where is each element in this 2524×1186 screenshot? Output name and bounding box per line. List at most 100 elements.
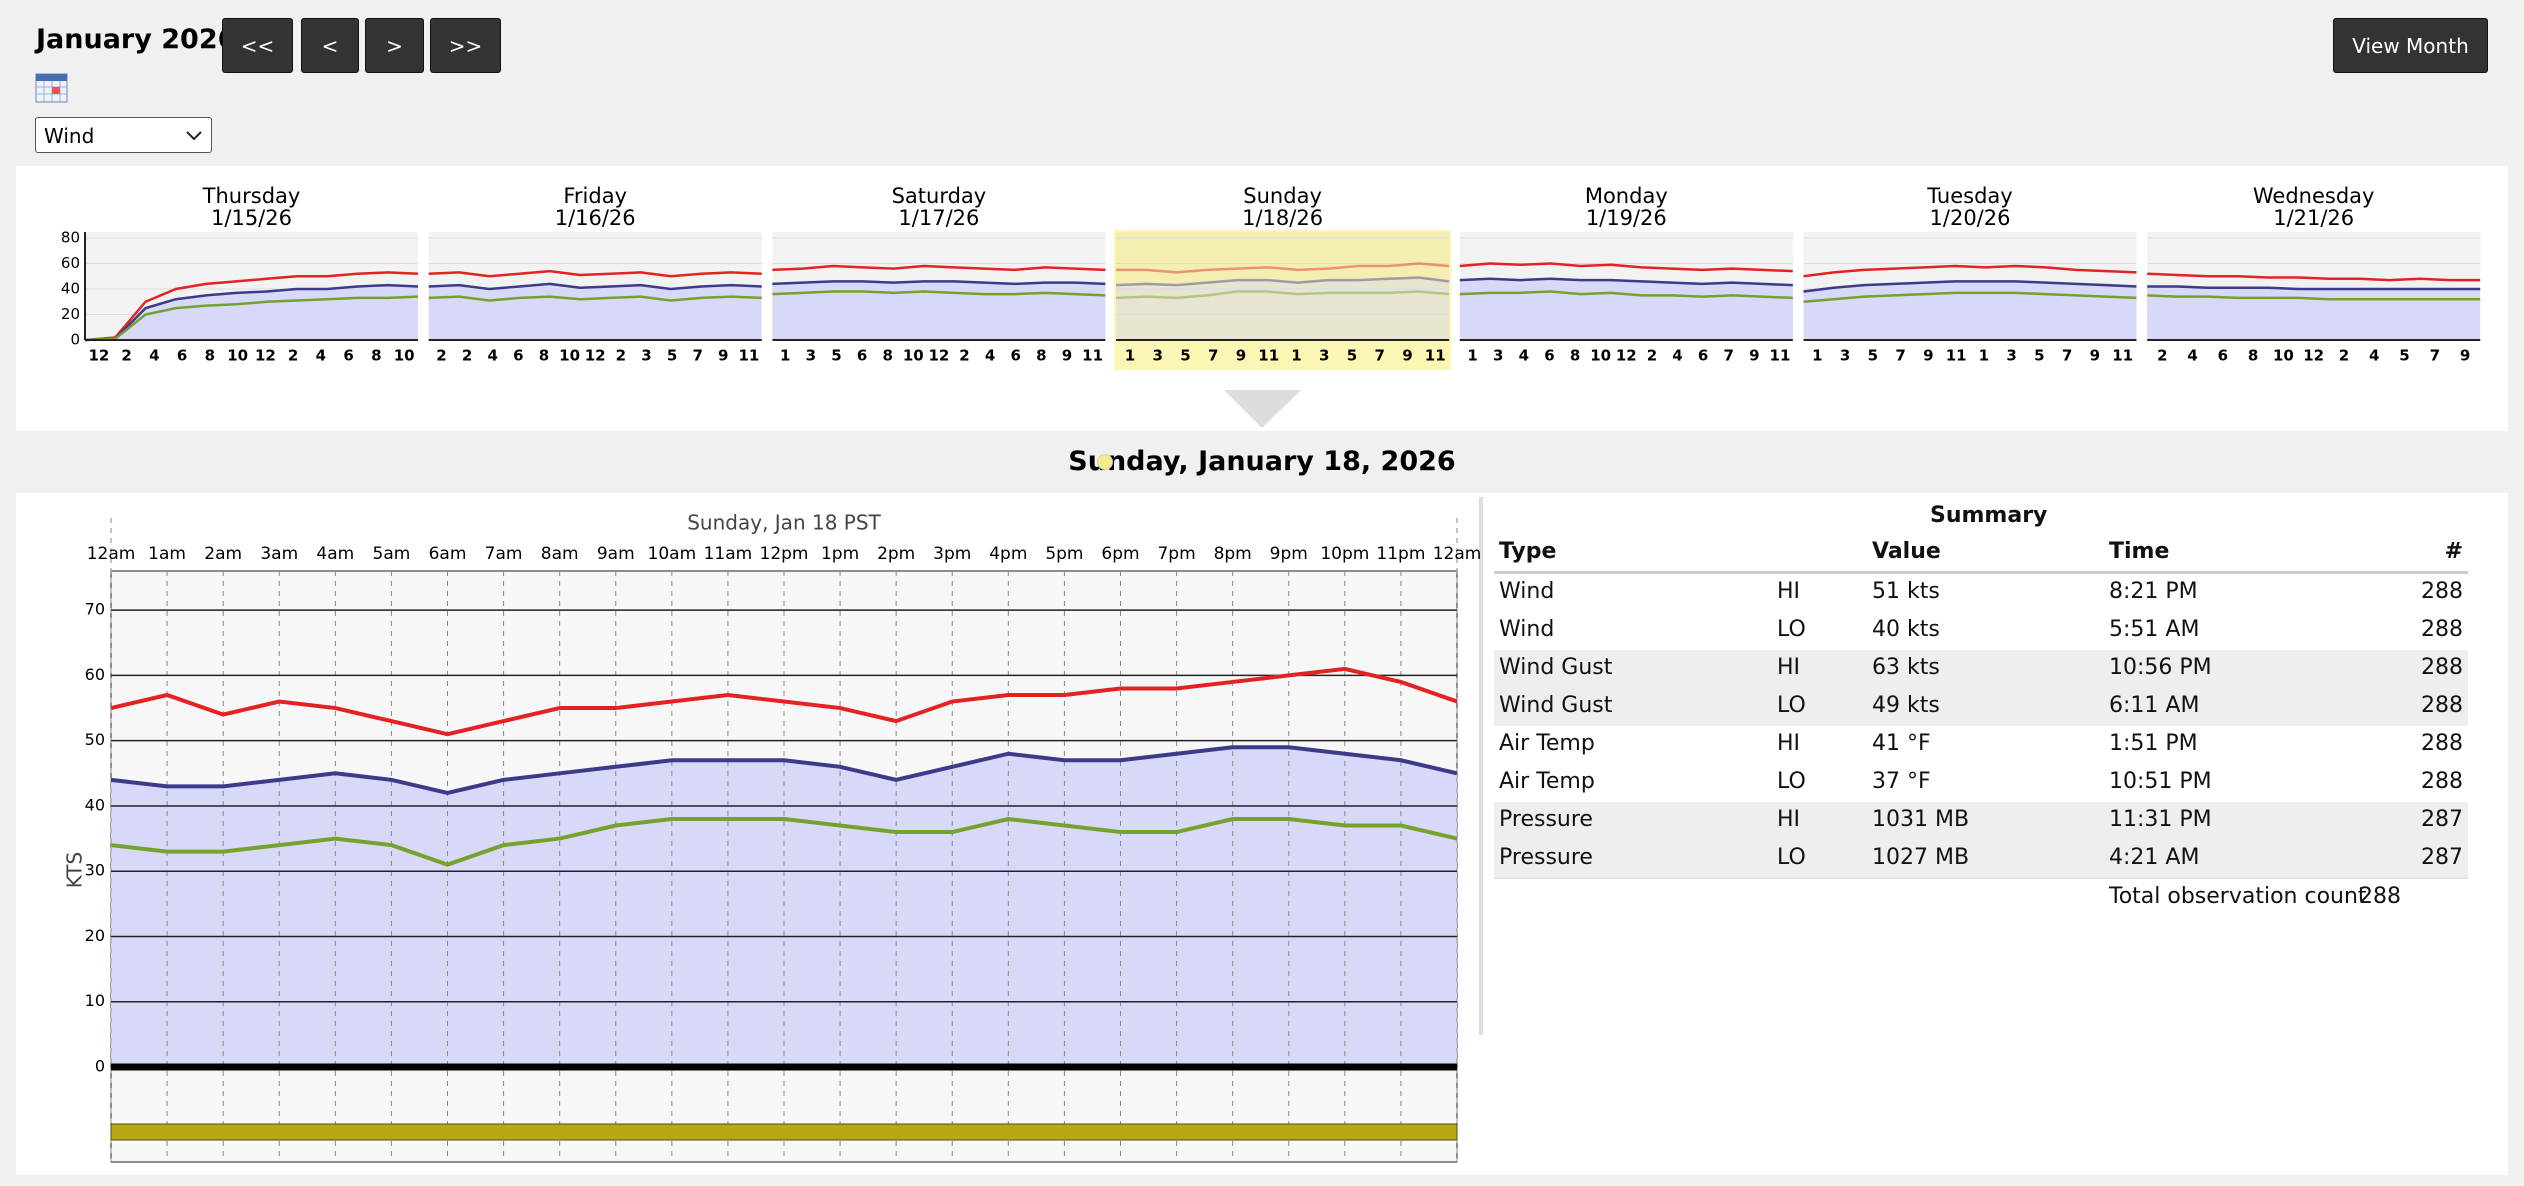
thumb-area — [772, 281, 1106, 340]
thumb-x-label: 6 — [513, 347, 523, 365]
thumb-x-label: 8 — [2248, 347, 2258, 365]
thumb-line — [1116, 276, 1450, 287]
thumb-area — [2147, 286, 2481, 340]
thumb-x-label: 5 — [831, 347, 841, 365]
summary-row — [1494, 612, 2468, 651]
thumb-x-label: 5 — [2399, 347, 2409, 365]
summary-cell: 41 °F — [1872, 731, 1931, 756]
nav-button[interactable]: < — [301, 18, 359, 73]
nav-button[interactable]: >> — [430, 18, 501, 73]
thumb-x-label: 4 — [149, 347, 159, 365]
thumb-x-label: 2 — [616, 347, 626, 365]
day-name: Monday — [1585, 184, 1668, 208]
x-tick-label: 9pm — [1270, 544, 1308, 564]
summary-cell: LO — [1777, 769, 1806, 794]
thumb-x-label: 9 — [718, 347, 728, 365]
series-line — [110, 816, 1458, 867]
thumb-x-label: 1 — [780, 347, 790, 365]
thumb-x-label: 6 — [1544, 347, 1554, 365]
thumb-x-label: 4 — [2369, 347, 2379, 365]
thumb-plot — [1116, 232, 1450, 340]
day-name: Tuesday — [1926, 184, 2012, 208]
thumb-x-label: 2 — [959, 347, 969, 365]
summary-cell: HI — [1777, 655, 1801, 680]
calendar-icon[interactable] — [35, 71, 68, 103]
thumb-x-label: 7 — [1208, 347, 1218, 365]
summary-cell: Wind Gust — [1499, 655, 1613, 680]
direction-strip — [110, 1123, 1458, 1141]
thumb-x-label: 11 — [2112, 347, 2133, 365]
summary-cell: Wind Gust — [1499, 693, 1613, 718]
nav-button[interactable]: > — [365, 18, 424, 73]
thumb-x-label: 1 — [1979, 347, 1989, 365]
x-tick-label: 1pm — [821, 544, 859, 564]
thumb-line — [1459, 277, 1793, 287]
thumb-y-label: 80 — [61, 229, 80, 247]
summary-cell: 5:51 AM — [2109, 617, 2200, 642]
thumb-area — [1803, 281, 2137, 340]
thumb-x-label: 4 — [2187, 347, 2197, 365]
thumb-line — [428, 282, 762, 291]
x-tick-label: 4pm — [989, 544, 1027, 564]
thumb-area — [1459, 278, 1793, 340]
thumb-x-label: 12 — [255, 347, 276, 365]
thumb-y-label: 0 — [70, 331, 80, 349]
x-tick-label: 4am — [316, 544, 354, 564]
area — [111, 747, 1457, 1067]
summary-total: Total observation count — [2109, 884, 2367, 909]
thumb-x-label: 3 — [1153, 347, 1163, 365]
x-tick-label: 8am — [541, 544, 579, 564]
thumb-line — [84, 283, 419, 342]
series-line — [110, 666, 1458, 737]
thumb-x-label: 6 — [2218, 347, 2228, 365]
thumb-x-label: 3 — [1493, 347, 1503, 365]
thumb-x-label: 2 — [121, 347, 131, 365]
thumb-x-label: 11 — [738, 347, 759, 365]
x-tick-label: 3am — [260, 544, 298, 564]
x-tick-label: 6pm — [1101, 544, 1139, 564]
summary-cell: 40 kts — [1872, 617, 1940, 642]
x-tick-label: 3pm — [933, 544, 971, 564]
thumb-line — [2147, 294, 2481, 301]
thumb-x-label: 2 — [288, 347, 298, 365]
thumb-x-label: 5 — [2034, 347, 2044, 365]
thumb-x-label: 8 — [371, 347, 381, 365]
thumb-y-label: 20 — [61, 305, 80, 323]
month-title: January 2026 — [36, 24, 237, 55]
day-date: 1/20/26 — [1930, 206, 2011, 230]
summary-cell: 1027 MB — [1872, 845, 1970, 870]
nav-button[interactable]: << — [222, 18, 293, 73]
thumb-line — [2147, 272, 2481, 282]
type-select[interactable]: Wind — [35, 117, 212, 153]
summary-cell: 288 — [2421, 693, 2463, 718]
x-tick-label: 1am — [148, 544, 186, 564]
x-tick-label: 11am — [704, 544, 753, 564]
thumb-line — [1459, 290, 1793, 300]
summary-cell: 1:51 PM — [2109, 731, 2198, 756]
day-name: Friday — [563, 184, 627, 208]
thumb-line — [428, 295, 762, 302]
summary-row — [1494, 650, 2468, 689]
thumb-x-label: 5 — [1347, 347, 1357, 365]
x-tick-label: 10pm — [1320, 544, 1369, 564]
summary-cell: 1031 MB — [1872, 807, 1970, 832]
summary-row — [1494, 726, 2468, 765]
thumb-x-label: 11 — [1425, 347, 1446, 365]
y-tick-label: 60 — [85, 665, 105, 684]
summary-cell: HI — [1777, 579, 1801, 604]
summary-cell: 288 — [2421, 617, 2463, 642]
thumb-line — [772, 290, 1106, 297]
thumb-x-label: 1 — [1812, 347, 1822, 365]
thumb-y-label: 40 — [61, 280, 80, 298]
summary-cell: 10:51 PM — [2109, 769, 2212, 794]
view-month-button[interactable]: View Month — [2333, 18, 2488, 73]
thumb-line — [1116, 290, 1450, 300]
summary-cell: LO — [1777, 617, 1806, 642]
summary-cell: HI — [1777, 731, 1801, 756]
thumb-x-label: 10 — [1590, 347, 1611, 365]
day-name: Wednesday — [2253, 184, 2375, 208]
thumb-x-label: 2 — [1647, 347, 1657, 365]
thumb-x-label: 5 — [1180, 347, 1190, 365]
summary-cell: 8:21 PM — [2109, 579, 2198, 604]
